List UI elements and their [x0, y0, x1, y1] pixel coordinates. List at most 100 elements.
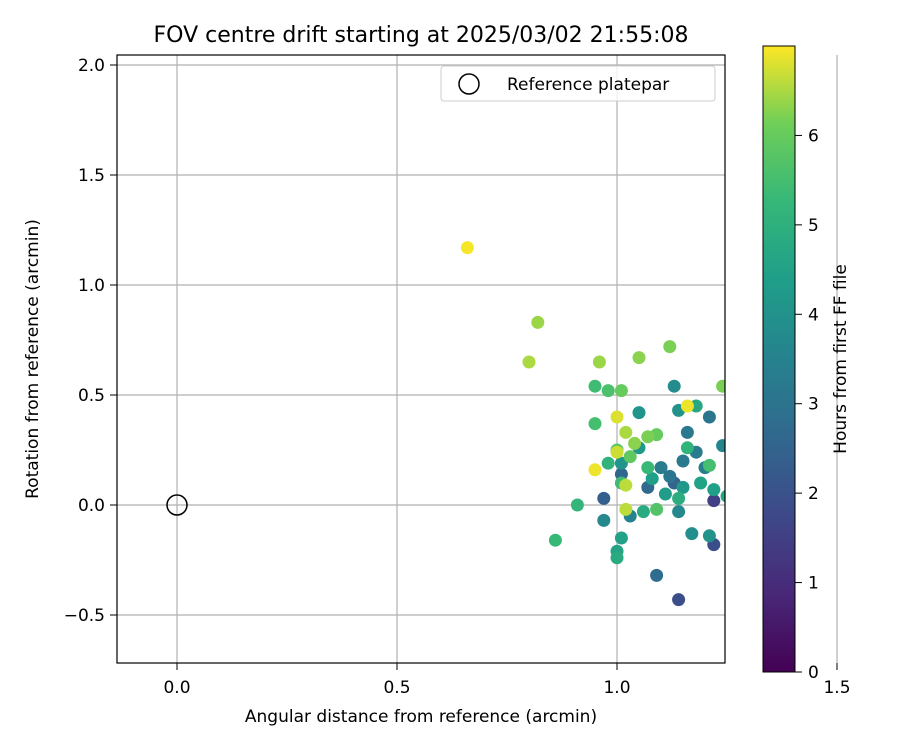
- colorbar-label: Hours from first FF file: [831, 264, 851, 454]
- colorbar-tick-label: 2: [808, 484, 819, 504]
- colorbar: 0 1 2 3 4 5 6 Hours from first FF file: [762, 45, 851, 683]
- y-axis-label: Rotation from reference (arcmin): [23, 219, 43, 499]
- y-tick-label: −0.5: [64, 606, 105, 626]
- chart-title: FOV centre drift starting at 2025/03/02 …: [154, 23, 689, 48]
- data-point: [658, 487, 672, 501]
- data-point: [716, 379, 725, 393]
- data-point: [702, 410, 716, 424]
- data-point: [724, 420, 725, 423]
- data-point: [460, 241, 474, 255]
- colorbar-tick-label: 5: [808, 216, 819, 236]
- x-tick-label: 0.0: [163, 678, 190, 698]
- data-point: [839, 534, 852, 547]
- data-point: [641, 461, 655, 475]
- data-point: [570, 498, 584, 512]
- data-point: [702, 529, 716, 543]
- data-point: [632, 406, 646, 420]
- data-point: [522, 355, 536, 369]
- data-point: [848, 573, 861, 586]
- data-point: [619, 425, 633, 439]
- data-point: [619, 478, 633, 492]
- colorbar-ticks: 0 1 2 3 4 5 6: [795, 126, 819, 683]
- data-point: [636, 505, 650, 519]
- data-point: [680, 441, 694, 455]
- data-point: [650, 502, 664, 516]
- data-point: [597, 491, 611, 505]
- data-point: [724, 413, 725, 416]
- data-point: [685, 527, 699, 541]
- data-point: [680, 399, 694, 413]
- data-point: [672, 593, 686, 607]
- data-point: [632, 351, 646, 365]
- y-axis-ticks: −0.5 0.0 0.5 1.0 1.5 2.0: [64, 56, 117, 626]
- data-point: [641, 430, 655, 444]
- data-point: [623, 450, 637, 464]
- data-point: [751, 543, 764, 556]
- y-tick-label: 0.5: [78, 386, 105, 406]
- data-point: [694, 476, 708, 490]
- colorbar-gradient: [762, 45, 796, 673]
- data-point: [702, 458, 716, 472]
- data-point: [663, 469, 677, 483]
- data-point: [645, 472, 659, 486]
- y-tick-label: 1.0: [78, 276, 105, 296]
- data-point: [588, 463, 602, 477]
- data-point: [588, 379, 602, 393]
- data-point: [738, 507, 751, 520]
- data-point: [610, 410, 624, 424]
- x-tick-label: 0.5: [383, 678, 410, 698]
- data-point: [601, 456, 615, 470]
- colorbar-tick-label: 0: [808, 663, 819, 683]
- data-point: [597, 513, 611, 527]
- legend-marker-icon: [458, 73, 480, 95]
- data-point: [531, 315, 545, 329]
- data-point: [610, 445, 624, 459]
- colorbar-tick-label: 6: [808, 126, 819, 146]
- data-point: [724, 488, 725, 491]
- colorbar-tick-label: 3: [808, 395, 819, 415]
- reference-platepar-marker: [166, 494, 188, 516]
- y-tick-label: 2.0: [78, 56, 105, 76]
- data-point: [588, 417, 602, 431]
- data-point: [747, 545, 760, 558]
- data-point: [619, 502, 633, 516]
- y-tick-label: 1.5: [78, 166, 105, 186]
- data-point: [628, 436, 642, 450]
- data-point: [650, 568, 664, 582]
- legend: Reference platepar: [440, 65, 716, 102]
- data-point: [724, 543, 725, 546]
- data-point: [729, 488, 742, 501]
- data-point: [601, 384, 615, 398]
- data-point: [716, 439, 725, 453]
- data-point: [672, 491, 686, 505]
- colorbar-tick-label: 4: [808, 305, 819, 325]
- data-point: [654, 461, 668, 475]
- data-point: [738, 523, 751, 536]
- y-tick-label: 0.0: [78, 496, 105, 516]
- data-point: [676, 480, 690, 494]
- x-axis-label: Angular distance from reference (arcmin): [245, 707, 597, 727]
- data-point: [548, 533, 562, 547]
- data-point: [707, 483, 721, 497]
- x-tick-label: 1.5: [823, 678, 850, 698]
- data-point: [663, 340, 677, 354]
- data-point: [667, 379, 681, 393]
- colorbar-tick-label: 1: [808, 574, 819, 594]
- data-point: [720, 490, 725, 503]
- data-point: [614, 384, 628, 398]
- data-points: [460, 241, 861, 607]
- data-point: [614, 531, 628, 545]
- grid-lines: [117, 55, 838, 663]
- legend-box: [440, 65, 716, 102]
- data-point: [707, 494, 721, 508]
- data-point: [676, 454, 690, 468]
- data-point: [743, 503, 756, 516]
- data-point: [672, 505, 686, 519]
- data-point: [729, 459, 742, 472]
- x-axis-ticks: 0.00.51.01.52.0: [163, 663, 851, 698]
- data-point: [610, 551, 624, 565]
- legend-entry-reference-platepar: Reference platepar: [507, 75, 669, 95]
- plot-area-frame: [116, 54, 726, 664]
- x-tick-label: 1.0: [603, 678, 630, 698]
